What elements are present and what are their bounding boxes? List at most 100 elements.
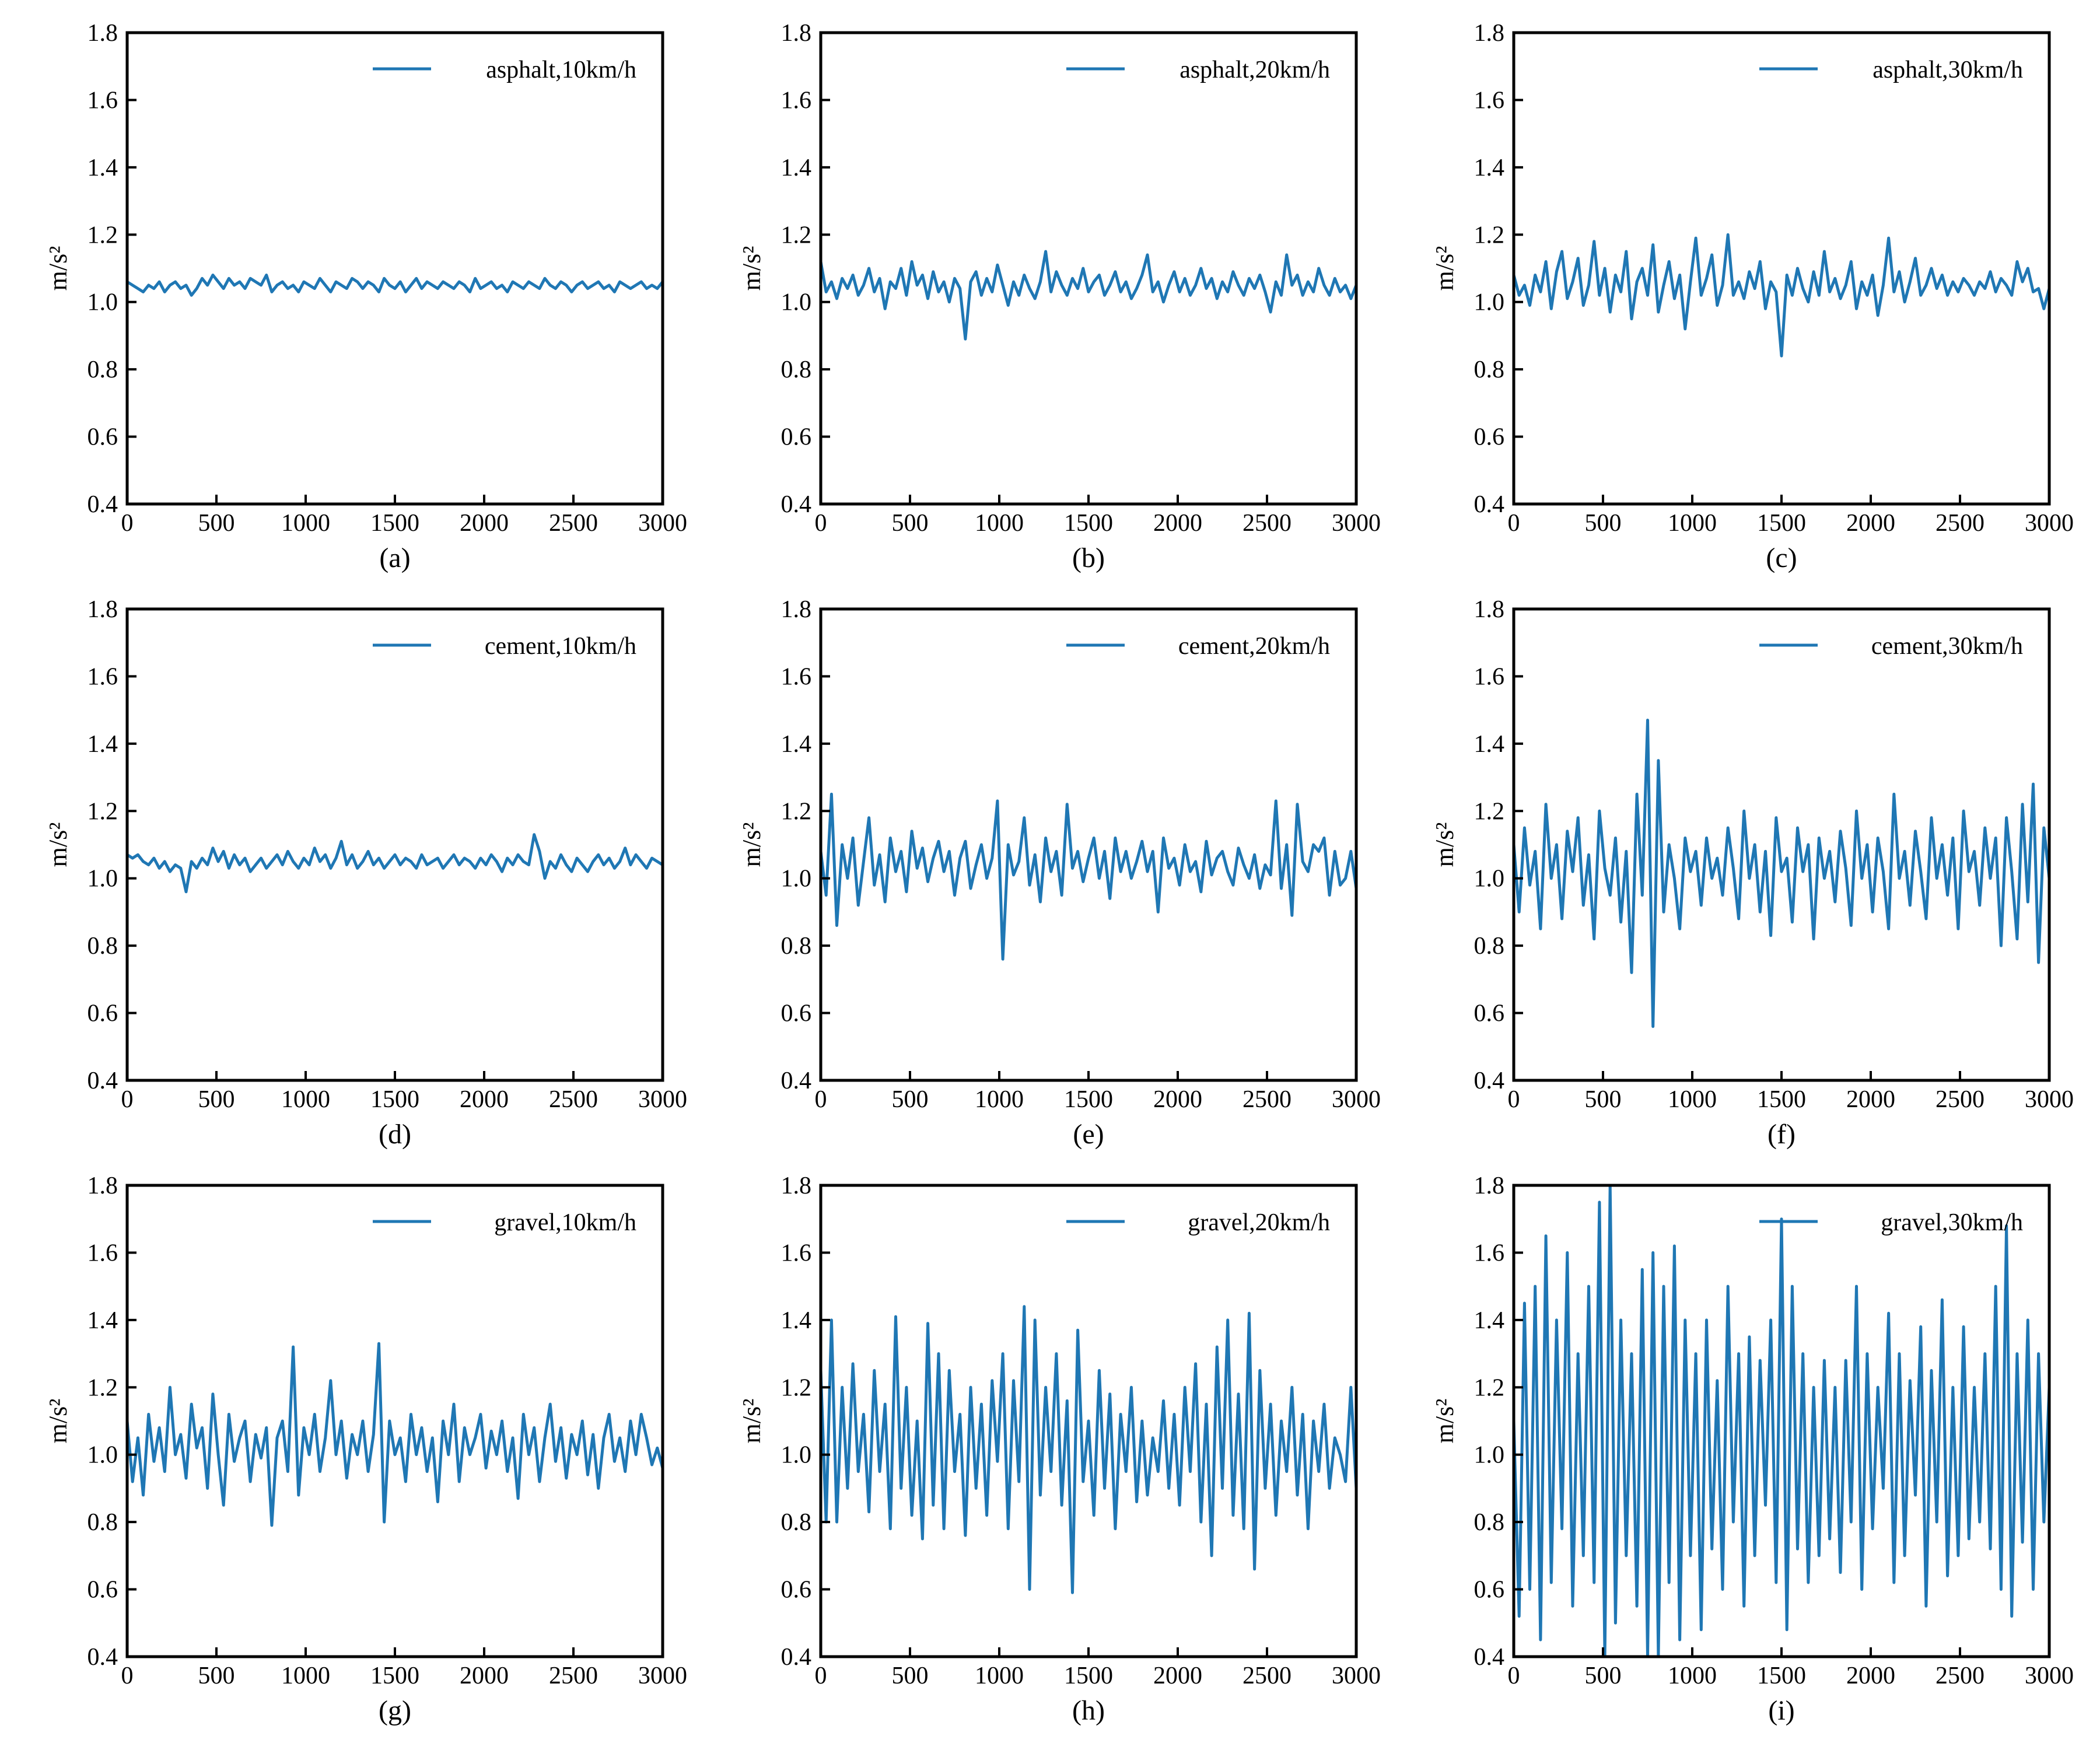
x-tick-label: 1000 <box>1668 510 1717 537</box>
x-tick-label: 2000 <box>1846 1662 1895 1689</box>
y-tick-label: 0.6 <box>88 1000 118 1027</box>
plot-frame <box>125 31 664 506</box>
x-tick-label: 2000 <box>460 1086 509 1113</box>
y-tick-label: 1.8 <box>1474 1172 1505 1199</box>
x-tick-label: 3000 <box>2025 1662 2074 1689</box>
x-tick-label: 2000 <box>460 510 509 537</box>
x-tick-label: 2000 <box>1153 1086 1202 1113</box>
y-tick-label: 1.8 <box>781 20 812 47</box>
chart-panel: 0.4 0.6 0.8 1.0 1.2 1.4 1.6 1.8 0 500 1000 1500 2000… <box>737 1172 1381 1726</box>
chart-panel: 0.4 0.6 0.8 1.0 1.2 1.4 1.6 1.8 0 500 1000 1500 2000… <box>44 20 687 573</box>
x-tick-label: 1500 <box>1757 1086 1806 1113</box>
y-tick-label: 1.4 <box>88 731 118 758</box>
x-tick-label: 500 <box>198 1086 235 1113</box>
legend-label: asphalt,30km/h <box>1873 57 2023 83</box>
y-tick-label: 0.8 <box>88 1509 118 1536</box>
x-tick-label: 2500 <box>549 1086 598 1113</box>
panel-caption: (a) <box>379 542 410 573</box>
y-tick-label: 0.8 <box>781 356 812 383</box>
x-tick-label: 1500 <box>1757 1662 1806 1689</box>
y-tick-label: 1.0 <box>88 289 118 316</box>
x-tick-label: 2500 <box>1936 1086 1985 1113</box>
x-tick-label: 1000 <box>975 1086 1024 1113</box>
y-tick-label: 1.6 <box>781 87 812 114</box>
x-tick-label: 1000 <box>1668 1086 1717 1113</box>
legend-label: cement,30km/h <box>1871 633 2023 660</box>
x-tick-label: 2500 <box>549 1662 598 1689</box>
x-tick-label: 500 <box>198 510 235 537</box>
plot-frame <box>125 607 664 1082</box>
x-tick-label: 0 <box>1508 1662 1520 1689</box>
x-tick-label: 500 <box>1585 510 1622 537</box>
y-axis-label: m/s² <box>737 246 766 291</box>
y-tick-label: 1.4 <box>1474 731 1505 758</box>
y-tick-label: 1.0 <box>88 866 118 892</box>
chart-panel: 0.4 0.6 0.8 1.0 1.2 1.4 1.6 1.8 0 500 1000 1500 2000… <box>1430 596 2074 1150</box>
panel-caption: (d) <box>379 1119 411 1150</box>
x-tick-label: 3000 <box>1332 1662 1381 1689</box>
series-line <box>127 1342 663 1527</box>
x-tick-label: 0 <box>815 510 827 537</box>
y-tick-label: 1.4 <box>781 731 812 758</box>
legend-label: cement,10km/h <box>485 633 636 660</box>
x-tick-label: 500 <box>892 510 929 537</box>
y-tick-label: 1.4 <box>1474 1307 1505 1334</box>
x-tick-label: 2000 <box>1153 1662 1202 1689</box>
panel-caption: (h) <box>1072 1695 1105 1726</box>
legend-label: asphalt,10km/h <box>486 57 636 83</box>
y-tick-label: 1.6 <box>781 1240 812 1266</box>
x-tick-label: 2500 <box>549 510 598 537</box>
y-tick-label: 1.4 <box>88 155 118 181</box>
y-tick-label: 1.4 <box>1474 155 1505 181</box>
x-tick-label: 0 <box>1508 510 1520 537</box>
y-tick-label: 1.8 <box>781 1172 812 1199</box>
y-tick-label: 0.6 <box>781 424 812 451</box>
y-tick-label: 1.8 <box>1474 596 1505 623</box>
y-tick-label: 0.8 <box>88 933 118 960</box>
y-tick-label: 1.2 <box>781 798 812 825</box>
y-tick-label: 0.8 <box>781 1509 812 1536</box>
chart-panel: 0.4 0.6 0.8 1.0 1.2 1.4 1.6 1.8 0 500 1000 1500 2000… <box>1430 1172 2074 1726</box>
series-line <box>1514 1185 2049 1657</box>
x-tick-label: 500 <box>1585 1662 1622 1689</box>
y-tick-label: 0.8 <box>88 356 118 383</box>
y-tick-label: 1.2 <box>88 1374 118 1401</box>
x-tick-label: 1500 <box>370 510 419 537</box>
x-tick-label: 1500 <box>1064 510 1113 537</box>
y-tick-label: 1.4 <box>781 155 812 181</box>
x-tick-label: 0 <box>1508 1086 1520 1113</box>
x-tick-label: 3000 <box>1332 510 1381 537</box>
y-tick-label: 1.0 <box>88 1442 118 1469</box>
y-tick-label: 1.0 <box>1474 1442 1505 1469</box>
series-line <box>127 833 663 894</box>
y-tick-label: 0.8 <box>1474 356 1505 383</box>
y-tick-label: 1.2 <box>1474 1374 1505 1401</box>
panel-caption: (i) <box>1768 1695 1794 1726</box>
x-tick-label: 1000 <box>975 1662 1024 1689</box>
y-tick-label: 1.6 <box>1474 663 1505 690</box>
y-tick-label: 1.0 <box>781 289 812 316</box>
x-tick-label: 0 <box>121 1086 134 1113</box>
y-tick-label: 1.6 <box>781 663 812 690</box>
y-tick-label: 1.6 <box>88 663 118 690</box>
y-tick-label: 0.4 <box>1474 1068 1505 1094</box>
y-tick-label: 1.6 <box>1474 1240 1505 1266</box>
y-tick-label: 1.2 <box>1474 798 1505 825</box>
y-tick-label: 1.6 <box>1474 87 1505 114</box>
x-tick-label: 3000 <box>638 1662 687 1689</box>
x-tick-label: 1000 <box>281 1662 330 1689</box>
y-axis-label: m/s² <box>1430 246 1459 291</box>
x-tick-label: 1500 <box>1064 1086 1113 1113</box>
x-tick-label: 500 <box>198 1662 235 1689</box>
x-tick-label: 2500 <box>1936 1662 1985 1689</box>
x-tick-label: 2000 <box>1846 510 1895 537</box>
y-tick-label: 0.4 <box>88 491 118 518</box>
y-tick-label: 1.4 <box>88 1307 118 1334</box>
y-tick-label: 0.6 <box>781 1577 812 1604</box>
y-tick-label: 0.4 <box>781 1068 812 1094</box>
x-tick-label: 0 <box>815 1086 827 1113</box>
y-axis-label: m/s² <box>44 246 72 291</box>
x-tick-label: 2500 <box>1936 510 1985 537</box>
y-tick-label: 1.2 <box>781 222 812 249</box>
chart-panel: 0.4 0.6 0.8 1.0 1.2 1.4 1.6 1.8 0 500 1000 1500 2000… <box>737 20 1381 573</box>
